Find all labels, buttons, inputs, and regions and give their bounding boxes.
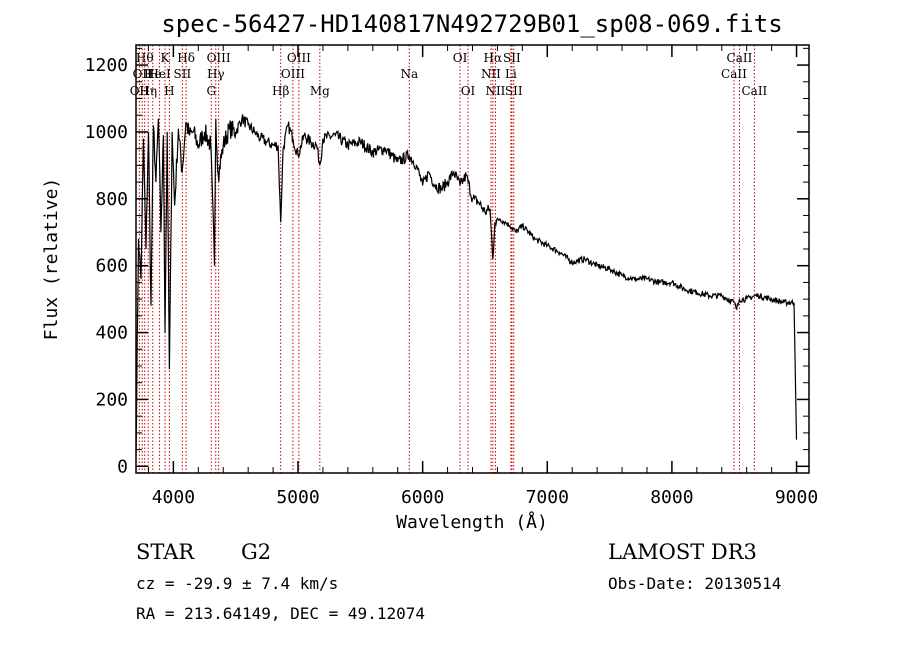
line-label-28: CaII — [741, 84, 767, 98]
line-label-19: OI — [461, 84, 476, 98]
line-label-8: SII — [174, 67, 192, 81]
x-tick-label-2: 6000 — [401, 487, 444, 508]
line-label-26: CaII — [721, 67, 747, 81]
line-labels-group: OIIOIIHθHηHeHeIKHSIIHδGHγOIIIHβOIIIOIIIM… — [130, 51, 768, 98]
observation-date: Obs-Date: 20130514 — [608, 574, 781, 593]
y-tick-label-2: 400 — [95, 323, 128, 344]
line-label-9: Hδ — [177, 51, 195, 65]
line-label-7: H — [164, 84, 174, 98]
object-subclass: G2 — [241, 540, 271, 564]
line-label-23: Li — [505, 67, 517, 81]
line-label-6: K — [161, 51, 171, 65]
line-label-15: OIII — [287, 51, 311, 65]
line-markers-group — [138, 45, 755, 473]
y-axis-label: Flux (relative) — [41, 178, 62, 341]
line-label-5: HeI — [148, 67, 171, 81]
line-label-2: Hθ — [136, 51, 154, 65]
line-label-0: OII — [130, 84, 150, 98]
y-axis: 0 200 400 600 800 1000 1200 — [85, 47, 809, 477]
plot-frame — [135, 44, 810, 474]
y-tick-label-3: 600 — [95, 256, 128, 277]
line-label-21: Hα — [484, 51, 503, 65]
line-label-24: SII — [503, 51, 521, 65]
survey-name: LAMOST DR3 — [608, 540, 757, 564]
y-tick-label-1: 200 — [95, 389, 128, 410]
x-axis: 4000 5000 6000 7000 8000 9000 — [147, 45, 818, 508]
sky-coordinates: RA = 213.64149, DEC = 49.12074 — [136, 604, 425, 623]
y-tick-label-4: 800 — [95, 189, 128, 210]
line-label-20: NII — [481, 67, 501, 81]
x-tick-label-0: 4000 — [152, 487, 195, 508]
spectrum-line — [135, 114, 798, 457]
line-label-16: Mg — [310, 84, 330, 98]
line-label-10: G — [206, 84, 216, 98]
line-label-27: CaII — [727, 51, 753, 65]
y-tick-label-5: 1000 — [85, 122, 128, 143]
line-label-1: OII — [133, 67, 153, 81]
y-tick-label-6: 1200 — [85, 55, 128, 76]
line-label-18: OI — [453, 51, 468, 65]
line-label-14: OIII — [281, 67, 305, 81]
line-label-13: Hβ — [272, 84, 289, 98]
x-tick-label-3: 7000 — [526, 487, 569, 508]
line-label-12: OIII — [207, 51, 231, 65]
redshift-velocity: cz = -29.9 ± 7.4 km/s — [136, 574, 338, 593]
line-label-11: Hγ — [207, 67, 225, 81]
line-label-17: Na — [400, 67, 418, 81]
line-label-25: SII — [505, 84, 523, 98]
object-class: STAR — [136, 540, 195, 564]
y-tick-label-0: 0 — [117, 456, 128, 477]
line-label-22: NII — [485, 84, 505, 98]
line-label-4: He — [144, 67, 162, 81]
x-tick-label-5: 9000 — [775, 487, 818, 508]
x-tick-label-1: 5000 — [276, 487, 319, 508]
x-axis-label: Wavelength (Å) — [396, 511, 548, 533]
x-tick-label-4: 8000 — [650, 487, 693, 508]
line-label-3: Hη — [139, 84, 157, 98]
chart-title: spec-56427-HD140817N492729B01_sp08-069.f… — [161, 10, 782, 38]
